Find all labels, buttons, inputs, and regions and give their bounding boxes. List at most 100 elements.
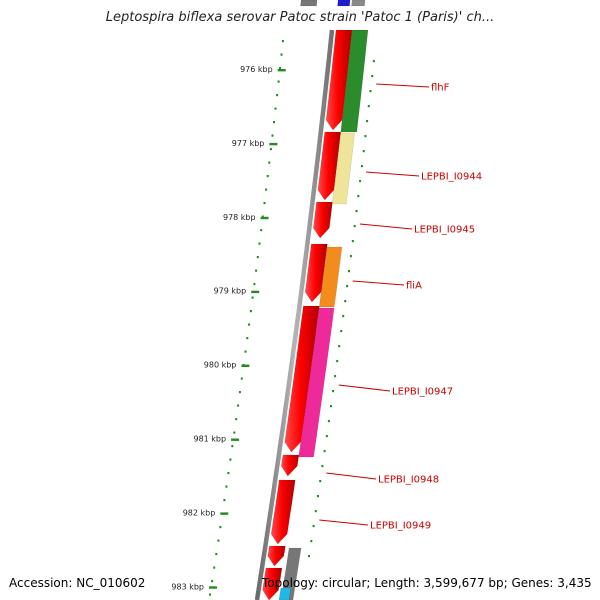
cds-minus-6 <box>280 454 300 477</box>
ring-dot <box>332 390 335 393</box>
ring-dot <box>355 210 358 213</box>
cds-minus-1 <box>325 29 353 131</box>
scale-dot <box>280 53 283 56</box>
cds-minus-4 <box>304 243 328 303</box>
ring-dot <box>362 150 365 153</box>
ring-dot <box>334 375 337 378</box>
feature-bottom-cyan <box>278 587 292 600</box>
gene-label[interactable]: LEPBI_I0945 <box>414 225 475 236</box>
scale-dot <box>215 553 218 556</box>
topology-text: Topology: circular; Length: 3,599,677 bp… <box>262 576 592 590</box>
cds-minus-8 <box>267 545 286 567</box>
scale-dot <box>217 539 220 542</box>
scale-dot <box>235 418 238 421</box>
gene-label[interactable]: LEPBI_I0948 <box>378 475 439 486</box>
scale-tick <box>209 586 217 589</box>
scale-dot <box>281 40 284 43</box>
gene-label-line <box>338 384 391 392</box>
ring-dot <box>364 135 367 138</box>
ring-dot <box>338 345 341 348</box>
map-title: Leptospira biflexa serovar Patoc strain … <box>105 10 495 25</box>
ring-dot <box>344 300 347 303</box>
scale-dot <box>271 134 274 137</box>
ring-dot <box>353 225 356 228</box>
gene-label-line <box>326 472 377 480</box>
ring-dot <box>348 270 350 273</box>
scale-dot <box>256 256 259 259</box>
ring-dot <box>310 540 313 543</box>
ring-dot <box>367 105 370 108</box>
cds-minus-9 <box>262 567 283 600</box>
gene-label[interactable]: flhF <box>431 83 450 94</box>
scale-tick-label: 983 kbp <box>171 582 204 591</box>
scale-tick <box>269 142 278 146</box>
scale-tick <box>220 512 229 515</box>
scale-dot <box>266 175 269 178</box>
ring-dot <box>357 195 360 198</box>
scale-dot <box>269 148 272 151</box>
ring-dot <box>360 165 363 168</box>
ring-dot <box>366 120 369 123</box>
scale-dot <box>261 215 264 218</box>
gene-label-line <box>352 280 405 286</box>
scale-dot <box>265 188 268 191</box>
ring-dot <box>312 525 315 528</box>
ring-dot <box>317 495 319 498</box>
scale-tick-label: 982 kbp <box>183 508 216 517</box>
ring-dot <box>359 180 362 183</box>
accession-text: Accession: NC_010602 <box>9 576 146 590</box>
scale-tick <box>231 438 240 441</box>
gene-label[interactable]: fliA <box>406 281 422 292</box>
scale-dot <box>237 404 240 407</box>
scale-dot <box>274 107 277 110</box>
gene-label[interactable]: LEPBI_I0949 <box>370 521 431 532</box>
ring-dot <box>330 405 332 408</box>
scale-dot <box>251 296 254 299</box>
ring-dot <box>336 360 339 363</box>
scale-dot <box>249 310 252 313</box>
scale-dot <box>263 202 266 205</box>
gene-label[interactable]: LEPBI_I0944 <box>421 172 482 183</box>
scale-dot <box>279 67 281 70</box>
scale-dot <box>225 485 228 488</box>
scale-dot <box>258 242 261 245</box>
ring-dot <box>372 60 375 63</box>
gene-label-line <box>319 519 369 526</box>
ring-dot <box>369 90 372 93</box>
ring-dot <box>340 330 343 333</box>
scale-dot <box>213 566 216 569</box>
scale-dot <box>248 323 251 326</box>
scale-dot <box>277 80 280 83</box>
gene-label[interactable]: LEPBI_I0947 <box>392 387 453 398</box>
ring-dot <box>342 315 345 318</box>
ring-dot <box>308 555 310 558</box>
gene-label-line <box>359 223 413 230</box>
scale-tick-label: 977 kbp <box>232 139 265 148</box>
ring-dot <box>319 480 322 483</box>
scale-dot <box>276 94 279 97</box>
scale-dot <box>253 283 256 286</box>
scale-dot <box>227 472 230 475</box>
scale-dot <box>238 391 241 394</box>
feature-top-blue <box>337 0 351 7</box>
scale-dot <box>233 431 236 434</box>
scale-tick <box>260 216 269 220</box>
ring-dot <box>327 420 330 423</box>
scale-dot <box>255 269 258 272</box>
scale-dot <box>223 499 226 502</box>
feature-top-gray <box>300 0 318 7</box>
scale-tick <box>277 69 286 72</box>
scale-dot <box>229 458 232 461</box>
gene-label-line <box>376 83 430 88</box>
ring-dot <box>371 75 374 78</box>
scale-dot <box>246 337 249 340</box>
ring-dot <box>346 285 349 288</box>
feature-bottom-gray <box>280 547 302 600</box>
scale-dot <box>231 445 234 448</box>
cds-minus-7 <box>270 479 296 545</box>
scale-tick <box>241 364 250 367</box>
ring-dot <box>323 450 326 453</box>
gene-flhF <box>340 29 369 133</box>
scale-tick-label: 981 kbp <box>193 435 226 444</box>
